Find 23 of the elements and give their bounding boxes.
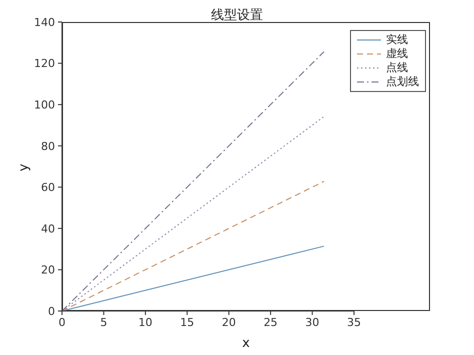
y-tick-label: 60	[41, 181, 55, 194]
y-tick-label: 140	[34, 16, 55, 29]
legend-label: 点划线	[386, 75, 419, 89]
y-tick-label: 40	[41, 222, 55, 236]
legend-label: 点线	[386, 61, 408, 75]
x-tick-label: 5	[100, 316, 108, 329]
x-tick-label: 15	[180, 316, 194, 329]
y-tick-label: 20	[41, 264, 55, 277]
x-tick-label: 30	[305, 316, 320, 329]
y-tick-label: 0	[48, 304, 55, 318]
y-axis-title: y	[16, 164, 32, 172]
y-tick-label: 120	[34, 57, 55, 70]
x-tick-label: 20	[222, 316, 236, 329]
x-tick-label: 25	[264, 316, 278, 329]
x-axis-title: x	[241, 336, 251, 351]
legend-label: 实线	[386, 33, 408, 47]
x-tick-label: 10	[138, 316, 152, 329]
x-tick-label: 35	[347, 316, 361, 329]
legend-label: 虚线	[386, 47, 408, 61]
y-tick-label: 100	[34, 98, 55, 112]
x-tick-label: 0	[58, 316, 66, 329]
chart-title: 线型设置	[211, 8, 263, 23]
y-tick-label: 80	[41, 140, 55, 153]
